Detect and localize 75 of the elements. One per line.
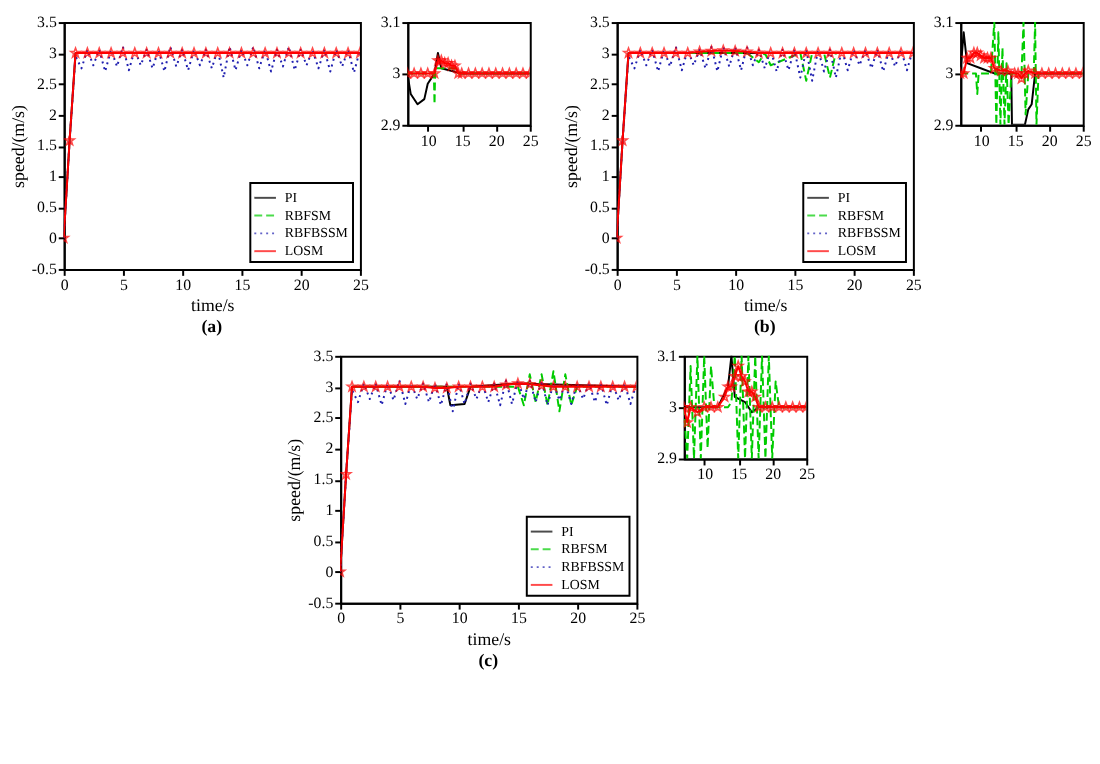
y-tick-label: 2.9 xyxy=(657,449,678,468)
y-tick-label: 3.1 xyxy=(657,346,678,365)
x-tick-label: 20 xyxy=(1041,131,1058,150)
x-tick-label: 10 xyxy=(973,131,990,150)
y-tick-label: 1.5 xyxy=(313,470,334,489)
y-tick-label: 3.5 xyxy=(37,13,57,32)
x-tick-label: 0 xyxy=(613,275,622,294)
x-tick-label: 10 xyxy=(728,275,745,294)
y-tick-label: 3.5 xyxy=(590,13,610,32)
y-tick-label: 3.1 xyxy=(380,13,401,32)
y-tick-label: 0 xyxy=(325,562,334,581)
y-tick-label: 3 xyxy=(945,64,954,83)
y-tick-label: 1 xyxy=(601,167,610,186)
x-axis-title: time/s xyxy=(467,629,513,650)
x-tick-label: 20 xyxy=(570,609,587,628)
x-tick-label: 15 xyxy=(454,131,471,150)
x-tick-label: 20 xyxy=(293,275,310,294)
y-axis-title: speed/(m/s) xyxy=(560,105,581,188)
y-axis-title: speed/(m/s) xyxy=(284,438,305,522)
x-tick-label: 25 xyxy=(1075,131,1092,150)
y-tick-label: 3 xyxy=(325,377,334,396)
y-tick-label: 3 xyxy=(669,398,678,417)
y-tick-label: 0.5 xyxy=(590,198,610,217)
y-tick-label: 3 xyxy=(392,64,401,83)
y-tick-label: 2 xyxy=(325,439,334,458)
x-tick-label: 10 xyxy=(697,465,714,484)
x-tick-label: 10 xyxy=(420,131,437,150)
x-tick-label: 5 xyxy=(396,609,405,628)
text: (b) xyxy=(753,316,776,337)
y-tick-label: 0 xyxy=(601,229,610,248)
x-tick-label: 20 xyxy=(765,465,782,484)
y-tick-label: 2.5 xyxy=(313,408,334,427)
y-tick-label: -0.5 xyxy=(584,259,610,278)
x-axis-title: time/s xyxy=(744,295,789,316)
x-tick-label: 5 xyxy=(119,275,128,294)
y-tick-label: 1.5 xyxy=(37,136,57,155)
y-tick-label: 3 xyxy=(601,43,610,62)
y-tick-label: 3 xyxy=(48,43,57,62)
x-tick-label: 15 xyxy=(511,609,527,628)
x-tick-label: 20 xyxy=(488,131,505,150)
y-axis-title: speed/(m/s) xyxy=(7,105,28,188)
y-tick-label: -0.5 xyxy=(308,593,334,612)
y-tick-label: -0.5 xyxy=(31,259,57,278)
x-tick-label: 15 xyxy=(731,465,748,484)
x-tick-label: 5 xyxy=(672,275,681,294)
x-tick-label: 25 xyxy=(353,275,369,294)
y-tick-label: 2 xyxy=(601,105,610,124)
x-tick-label: 20 xyxy=(846,275,863,294)
x-tick-label: 25 xyxy=(905,275,922,294)
y-tick-label: 2 xyxy=(48,105,57,124)
x-tick-label: 10 xyxy=(451,609,468,628)
x-tick-label: 15 xyxy=(1007,131,1024,150)
y-tick-label: 2.5 xyxy=(37,74,57,93)
x-axis-title: time/s xyxy=(191,295,236,316)
text: (a) xyxy=(201,316,223,337)
x-tick-label: 0 xyxy=(337,609,346,628)
text: (c) xyxy=(478,649,499,670)
y-tick-label: 1.5 xyxy=(590,136,610,155)
y-tick-label: 1 xyxy=(48,167,57,186)
x-tick-label: 15 xyxy=(234,275,251,294)
y-tick-label: 0.5 xyxy=(37,198,57,217)
x-tick-label: 25 xyxy=(522,131,539,150)
y-tick-label: 3.5 xyxy=(313,346,334,365)
x-tick-label: 15 xyxy=(787,275,804,294)
x-tick-label: 25 xyxy=(629,609,646,628)
y-tick-label: 0 xyxy=(48,229,57,248)
x-tick-label: 25 xyxy=(799,465,816,484)
y-tick-label: 2.9 xyxy=(933,115,954,134)
y-tick-label: 2.5 xyxy=(590,74,610,93)
x-tick-label: 0 xyxy=(60,275,69,294)
y-tick-label: 2.9 xyxy=(380,115,401,134)
y-tick-label: 0.5 xyxy=(313,531,334,550)
x-tick-label: 10 xyxy=(175,275,192,294)
y-tick-label: 3.1 xyxy=(933,13,954,32)
y-tick-label: 1 xyxy=(325,501,334,520)
